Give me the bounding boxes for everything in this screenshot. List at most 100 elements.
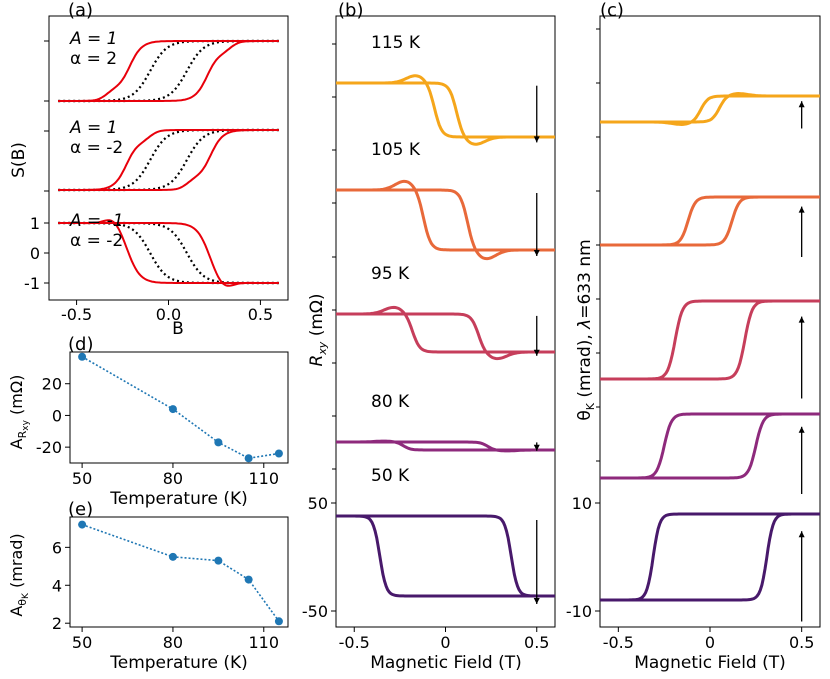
loop-branch-down xyxy=(58,40,279,102)
panel-e-plot: 50 80 110 6 4 2 xyxy=(52,520,283,652)
panel-b: (b) 115 K 105 K 95 K 80 K 50 K -0.5 0 0.5 50 -50… xyxy=(302,0,556,673)
x-tick-label: 80 xyxy=(163,469,183,488)
field-arrow-head xyxy=(798,316,805,323)
panel-e-label: (e) xyxy=(68,499,93,520)
panel-e-ylabel: AθK (mrad) xyxy=(7,533,31,616)
y-tick-label: -20 xyxy=(36,438,62,457)
y-tick-label: 0 xyxy=(30,244,40,263)
panel-a-label: (a) xyxy=(68,0,93,21)
panel-b-ticks: -0.5 0 0.5 50 -50 xyxy=(302,43,549,652)
panel-d-xlabel: Temperature (K) xyxy=(109,489,248,509)
panel-a-xlabel: B xyxy=(172,319,184,339)
loop-down-0 xyxy=(336,74,555,139)
data-point xyxy=(168,552,177,561)
loop-down-3 xyxy=(600,412,820,480)
panel-e-frame xyxy=(69,516,289,628)
x-tick-label: 0.5 xyxy=(789,633,814,652)
panel-d-ylabel: ARxy (mΩ) xyxy=(7,375,31,450)
loop-up-3 xyxy=(600,412,820,480)
temperature-label: 115 K xyxy=(371,33,421,53)
loop-down-4 xyxy=(336,514,555,598)
loop-up-4 xyxy=(336,514,555,598)
loop-up-2 xyxy=(600,299,820,381)
subplot-alpha-label: α = -2 xyxy=(70,231,123,251)
temperature-label: 50 K xyxy=(371,466,410,486)
subplot-a-label: A = 1 xyxy=(69,118,118,138)
field-arrow-head xyxy=(798,426,805,433)
field-arrow-head xyxy=(533,250,540,256)
panel-b-label: (b) xyxy=(338,0,363,21)
panel-d: (d) 50 80 110 20 0 -20 Temperature (K) ARxy (… xyxy=(7,334,289,509)
panel-a-curves xyxy=(58,39,279,287)
x-tick-label: 50 xyxy=(72,469,92,488)
panel-e: (e) 50 80 110 6 4 2 Temperature (K) AθK (mrad… xyxy=(7,499,289,673)
panel-b-xlabel: Magnetic Field (T) xyxy=(370,653,522,673)
y-tick-label: 6 xyxy=(52,538,62,557)
x-tick-label: -0.5 xyxy=(603,633,634,652)
panel-c-curves xyxy=(600,91,820,622)
field-arrow-head xyxy=(798,206,805,213)
data-point xyxy=(214,556,223,565)
data-point xyxy=(244,454,253,463)
y-tick-label: 2 xyxy=(52,614,62,633)
panel-c-ylabel: θK (mrad), λ=633 nm xyxy=(575,239,597,420)
data-point xyxy=(274,617,283,626)
panel-b-frame xyxy=(335,15,556,628)
x-tick-label: 0.0 xyxy=(156,305,181,324)
data-point xyxy=(274,449,283,458)
loop-down-2 xyxy=(336,305,555,354)
x-tick-label: 0.5 xyxy=(248,305,273,324)
data-point xyxy=(214,438,223,447)
panel-a-annotations: A = 1α = 2A = 1α = -2A = -1α = -2 xyxy=(69,29,124,251)
field-arrow-head xyxy=(798,531,805,538)
data-point xyxy=(244,575,253,584)
x-tick-label: 0.5 xyxy=(524,633,549,652)
panel-b-ylabel: Rxy (mΩ) xyxy=(307,293,329,366)
loop-down-1 xyxy=(336,179,555,252)
data-point xyxy=(78,520,87,529)
x-tick-label: 110 xyxy=(249,633,280,652)
data-point xyxy=(168,405,177,414)
subplot-a-label: A = 1 xyxy=(69,29,118,49)
field-arrow-head xyxy=(533,444,540,451)
panel-d-plot: 50 80 110 20 0 -20 xyxy=(36,352,283,488)
loop-down-2 xyxy=(600,299,820,381)
panel-c-frame xyxy=(599,15,821,628)
loop-down-1 xyxy=(600,195,820,247)
loop-up-1 xyxy=(600,195,820,247)
temperature-label: 80 K xyxy=(371,392,410,412)
loop-down-3 xyxy=(336,439,555,452)
y-tick-label: -50 xyxy=(302,602,328,621)
x-tick-label: 0 xyxy=(440,633,450,652)
data-point xyxy=(78,352,87,361)
panel-c-ticks: -0.5 0 0.5 10 -10 xyxy=(566,28,814,652)
loop-down-4 xyxy=(600,512,820,602)
panel-a-ticks: -1 0 1 -0.5 0.0 0.5 xyxy=(24,40,273,324)
panel-c-label: (c) xyxy=(600,0,624,21)
panel-b-curves: 115 K 105 K 95 K 80 K 50 K xyxy=(336,33,555,604)
panel-e-xlabel: Temperature (K) xyxy=(109,653,248,673)
y-tick-label: 1 xyxy=(30,214,40,233)
series-line xyxy=(81,356,280,460)
subplot-a-label: A = -1 xyxy=(69,211,124,231)
temperature-label: 105 K xyxy=(371,140,421,160)
loop-up-4 xyxy=(600,512,820,602)
loop-down-0 xyxy=(600,94,820,127)
x-tick-label: 50 xyxy=(72,633,92,652)
x-tick-label: -0.5 xyxy=(339,633,370,652)
field-arrow-head xyxy=(533,136,540,143)
x-tick-label: 110 xyxy=(249,469,280,488)
x-tick-label: -0.5 xyxy=(61,305,92,324)
panel-a: (a) A = 1α = 2A = 1α = -2A = -1α = -2 -1… xyxy=(9,0,289,339)
subplot-alpha-label: α = -2 xyxy=(70,138,123,158)
panel-d-frame xyxy=(69,351,289,464)
y-tick-label: 10 xyxy=(572,494,592,513)
panel-a-ylabel: S(B) xyxy=(9,142,29,178)
panel-c-xlabel: Magnetic Field (T) xyxy=(634,653,786,673)
panel-c: (c) -0.5 0 0.5 10 -10 Magnetic Field (T) θK … xyxy=(566,0,821,673)
field-arrow-head xyxy=(533,598,540,604)
loop-branch-down xyxy=(58,129,279,191)
x-tick-label: 80 xyxy=(163,633,183,652)
x-tick-label: 0 xyxy=(705,633,715,652)
